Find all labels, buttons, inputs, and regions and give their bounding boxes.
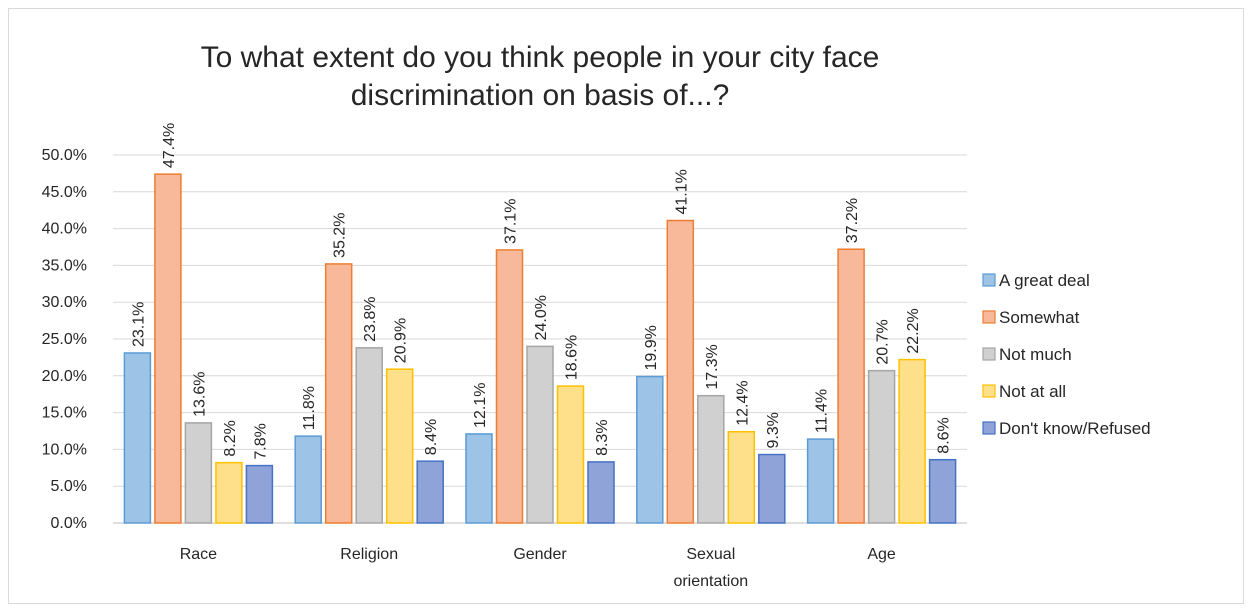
category-label: Sexual [686, 546, 735, 563]
y-tick-label: 35.0% [42, 257, 87, 274]
chart-title-line: To what extent do you think people in yo… [201, 41, 880, 74]
bar [245, 464, 274, 524]
data-label: 19.9% [643, 325, 660, 370]
y-tick-label: 0.0% [51, 515, 87, 532]
data-label: 18.6% [564, 335, 581, 380]
data-label: 35.2% [332, 213, 349, 258]
legend-swatch [982, 421, 996, 435]
bar [465, 433, 493, 524]
data-label: 8.6% [936, 417, 953, 453]
data-label: 9.3% [765, 412, 782, 448]
legend-swatch [982, 273, 996, 287]
legend-label: Not much [999, 345, 1072, 364]
data-label: 20.9% [393, 318, 410, 363]
data-labels: 23.1% 47.4% 13.6% 8.2% 7.8% 11.8% 35.2% 23.8% 20… [130, 123, 952, 460]
bar [416, 460, 444, 524]
y-tick-label: 30.0% [42, 294, 87, 311]
data-label: 13.6% [191, 372, 208, 417]
x-axis-categories: Race Religion Gender Sexual orientation Age [180, 546, 896, 590]
legend-swatch [982, 310, 996, 324]
bar [215, 461, 243, 524]
y-tick-label: 50.0% [42, 147, 87, 164]
y-tick-label: 15.0% [42, 405, 87, 422]
y-tick-label: 10.0% [42, 441, 87, 458]
bar [867, 369, 896, 524]
data-label: 20.7% [875, 319, 892, 364]
data-label: 7.8% [252, 423, 269, 459]
bar [324, 263, 353, 524]
legend-swatch [982, 347, 996, 361]
bar [526, 345, 554, 524]
bar [928, 458, 957, 524]
data-label: 12.1% [472, 383, 489, 428]
bar [556, 385, 585, 524]
bar [184, 422, 213, 524]
category-label: Religion [340, 546, 398, 563]
chart-container: To what extent do you think people in yo… [8, 8, 1244, 604]
legend-swatch [982, 384, 996, 398]
legend: A great deal Somewhat Not much Not at all Do… [982, 271, 1151, 438]
data-label: 17.3% [704, 344, 721, 389]
bar [636, 375, 664, 524]
bar [837, 248, 865, 524]
bar [385, 368, 414, 524]
category-label: Gender [513, 546, 567, 563]
y-tick-label: 5.0% [51, 478, 87, 495]
data-label: 23.8% [362, 296, 379, 341]
bar [123, 352, 152, 524]
chart-title-line: discrimination on basis of...? [351, 79, 730, 112]
data-label: 37.2% [844, 198, 861, 243]
bar [898, 358, 926, 524]
y-tick-label: 20.0% [42, 368, 87, 385]
bar [495, 249, 524, 524]
data-label: 11.4% [814, 389, 831, 433]
legend-label: Somewhat [999, 308, 1080, 327]
bar [697, 394, 725, 524]
legend-label: Not at all [999, 382, 1066, 401]
category-label: Age [867, 546, 896, 563]
data-label: 47.4% [161, 123, 178, 168]
data-label: 22.2% [905, 308, 922, 353]
data-label: 23.1% [130, 302, 147, 347]
bar [758, 453, 786, 524]
y-tick-label: 25.0% [42, 331, 87, 348]
bar [355, 347, 383, 524]
y-tick-label: 40.0% [42, 221, 87, 238]
bar [154, 173, 182, 524]
data-label: 37.1% [503, 199, 520, 244]
category-label: orientation [673, 573, 748, 590]
data-label: 8.4% [423, 419, 440, 455]
data-label: 8.2% [222, 420, 239, 456]
category-label: Race [180, 546, 217, 563]
bar [587, 461, 615, 524]
data-label: 8.3% [594, 419, 611, 455]
data-label: 12.4% [734, 380, 751, 425]
chart-title: To what extent do you think people in yo… [201, 41, 880, 112]
y-tick-label: 45.0% [42, 184, 87, 201]
bar [727, 430, 756, 524]
bar [666, 219, 695, 524]
bar-chart: To what extent do you think people in yo… [42, 41, 1151, 590]
data-label: 11.8% [301, 386, 318, 430]
data-label: 24.0% [533, 295, 550, 340]
legend-label: Don't know/Refused [999, 419, 1151, 438]
legend-label: A great deal [999, 271, 1090, 290]
data-label: 41.1% [673, 169, 690, 214]
bar [294, 435, 322, 524]
y-axis-ticks: 0.0% 5.0% 10.0% 15.0% 20.0% 25.0% 30.0% 35.0% 40… [42, 147, 87, 532]
bars [123, 173, 957, 524]
bar [806, 438, 835, 524]
